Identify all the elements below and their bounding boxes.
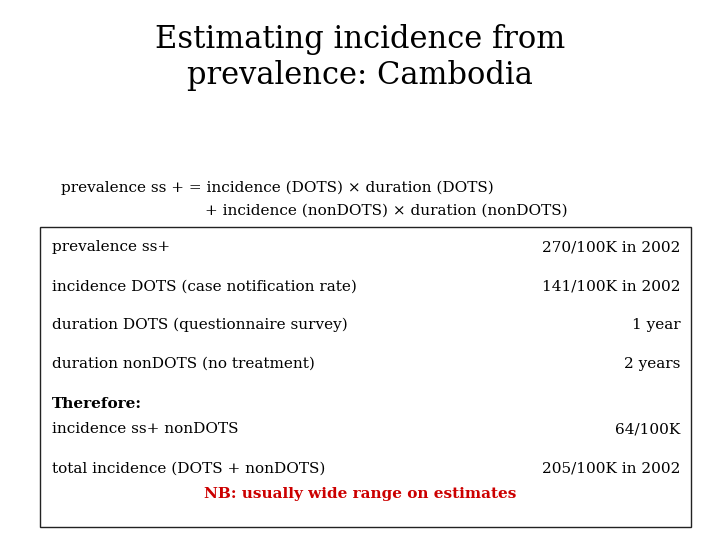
Text: duration nonDOTS (no treatment): duration nonDOTS (no treatment) (52, 357, 315, 371)
Text: NB: usually wide range on estimates: NB: usually wide range on estimates (204, 487, 516, 501)
Text: total incidence (DOTS + nonDOTS): total incidence (DOTS + nonDOTS) (52, 461, 325, 475)
Text: incidence ss+ nonDOTS: incidence ss+ nonDOTS (52, 422, 238, 436)
Text: duration DOTS (questionnaire survey): duration DOTS (questionnaire survey) (52, 318, 348, 333)
Text: Estimating incidence from
prevalence: Cambodia: Estimating incidence from prevalence: Ca… (155, 24, 565, 91)
Text: 270/100K in 2002: 270/100K in 2002 (542, 240, 680, 254)
Text: 141/100K in 2002: 141/100K in 2002 (542, 279, 680, 293)
Text: prevalence ss + = incidence (DOTS) × duration (DOTS): prevalence ss + = incidence (DOTS) × dur… (61, 181, 494, 195)
Text: 205/100K in 2002: 205/100K in 2002 (542, 461, 680, 475)
Text: 64/100K: 64/100K (615, 422, 680, 436)
Text: + incidence (nonDOTS) × duration (nonDOTS): + incidence (nonDOTS) × duration (nonDOT… (205, 204, 568, 218)
Text: Therefore:: Therefore: (52, 397, 142, 411)
Text: prevalence ss+: prevalence ss+ (52, 240, 170, 254)
Text: 2 years: 2 years (624, 357, 680, 371)
Text: incidence DOTS (case notification rate): incidence DOTS (case notification rate) (52, 279, 356, 293)
Text: 1 year: 1 year (631, 318, 680, 332)
